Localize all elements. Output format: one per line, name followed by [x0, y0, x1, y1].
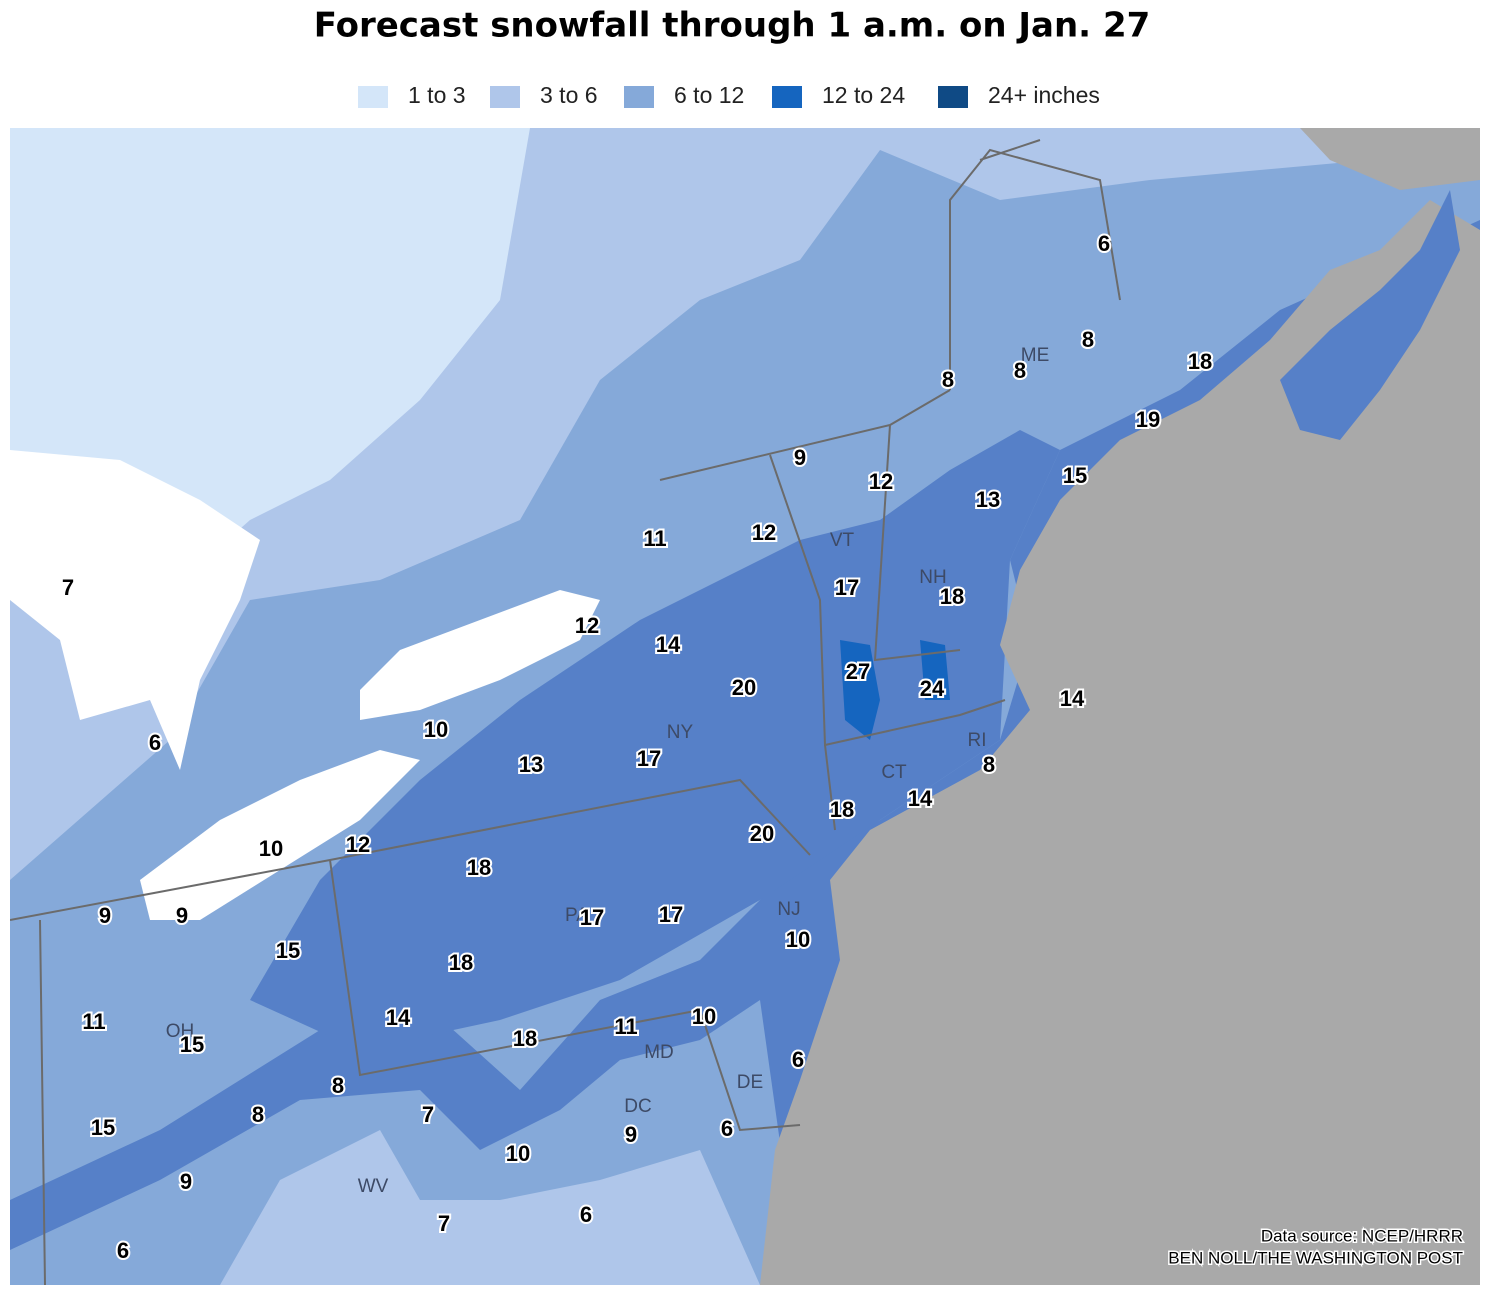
legend-label: 12 to 24	[822, 82, 905, 108]
snowfall-label: 10	[506, 1141, 530, 1166]
snowfall-label: 10	[786, 927, 810, 952]
state-label: DC	[624, 1096, 651, 1117]
state-label: VT	[830, 530, 855, 551]
snowfall-label: 20	[750, 821, 774, 846]
snowfall-label: 17	[835, 575, 859, 600]
legend-label: 6 to 12	[674, 82, 744, 108]
state-label: OH	[166, 1021, 195, 1042]
snowfall-label: 9	[625, 1122, 637, 1147]
snowfall-label: 8	[1082, 327, 1094, 352]
state-label: NY	[667, 722, 694, 743]
snowfall-label: 8	[332, 1073, 344, 1098]
snowfall-label: 15	[276, 938, 300, 963]
snowfall-label: 27	[846, 659, 870, 684]
band-24-ct	[840, 640, 950, 740]
snowfall-label: 20	[732, 675, 756, 700]
snowfall-label: 18	[513, 1026, 537, 1051]
state-labels: ME VT NH NY CT RI NJ PA OH MD DE DC WV	[166, 345, 1050, 1197]
snowfall-label: 11	[614, 1014, 637, 1039]
legend-swatch	[938, 86, 968, 108]
snowfall-label: 14	[1060, 686, 1085, 711]
legend-label: 24+ inches	[988, 82, 1100, 108]
snowfall-label: 12	[346, 832, 370, 857]
legend-swatch	[624, 86, 654, 108]
state-label: DE	[737, 1072, 763, 1093]
snowfall-label: 13	[519, 752, 543, 777]
snowfall-label: 7	[438, 1211, 450, 1236]
snowfall-label: 6	[117, 1238, 129, 1263]
snowfall-label: 11	[82, 1009, 105, 1034]
map-title: Forecast snowfall through 1 a.m. on Jan.…	[314, 6, 1151, 46]
snowfall-label: 15	[1063, 463, 1087, 488]
legend-swatch	[772, 86, 802, 108]
state-label: NH	[919, 567, 946, 588]
snowfall-label: 11	[643, 526, 666, 551]
snowfall-label: 10	[424, 717, 448, 742]
snowfall-label: 14	[908, 786, 933, 811]
snowfall-label: 9	[176, 903, 188, 928]
state-label: WV	[358, 1176, 389, 1197]
snowfall-label: 8	[252, 1102, 264, 1127]
legend-label: 3 to 6	[540, 82, 598, 108]
snowfall-label: 18	[1188, 349, 1212, 374]
snowfall-label: 6	[149, 730, 161, 755]
snowfall-label: 7	[422, 1102, 434, 1127]
snowfall-label: 17	[659, 902, 683, 927]
source-line: Data source: NCEP/HRRR	[1261, 1226, 1463, 1245]
state-label: CT	[881, 762, 907, 783]
state-label: MD	[644, 1042, 674, 1063]
snowfall-label: 18	[830, 797, 854, 822]
legend-label: 1 to 3	[408, 82, 466, 108]
snowfall-label: 17	[580, 905, 604, 930]
band-3-6-south	[220, 1130, 760, 1285]
snowfall-label: 12	[575, 613, 599, 638]
lake-erie	[140, 750, 420, 920]
lake-ontario	[360, 590, 600, 720]
state-borders	[10, 139, 1121, 1285]
snowfall-label: 8	[942, 367, 954, 392]
snowfall-label: 6	[721, 1116, 733, 1141]
snowfall-label: 12	[752, 520, 776, 545]
snowfall-label: 8	[1014, 358, 1026, 383]
snowfall-label: 15	[91, 1115, 115, 1140]
snowfall-label: 9	[99, 903, 111, 928]
snowfall-label: 13	[976, 487, 1000, 512]
snowfall-label: 14	[656, 632, 681, 657]
snowfall-label: 10	[692, 1004, 716, 1029]
snowfall-label: 6	[580, 1202, 592, 1227]
credit-line: BEN NOLL/THE WASHINGTON POST	[1168, 1248, 1463, 1267]
state-label: RI	[968, 730, 987, 751]
snowfall-label: 6	[1098, 231, 1110, 256]
snowfall-label: 9	[794, 445, 806, 470]
snowfall-label: 15	[180, 1032, 204, 1057]
snowfall-label: 17	[637, 746, 661, 771]
state-label: ME	[1021, 345, 1050, 366]
snowfall-label: 24	[920, 676, 945, 701]
lake-huron	[10, 450, 260, 770]
legend-swatch	[490, 86, 520, 108]
state-label: PA	[565, 905, 589, 926]
snowfall-label: 6	[792, 1047, 804, 1072]
snowfall-label: 8	[983, 752, 995, 777]
snowfall-label: 18	[449, 950, 473, 975]
state-label: NJ	[777, 899, 800, 920]
snowfall-label: 10	[259, 836, 283, 861]
snowfall-label: 12	[869, 469, 893, 494]
snowfall-label: 7	[62, 575, 74, 600]
nova-scotia	[1280, 190, 1460, 440]
map	[10, 128, 1480, 1285]
snowfall-label: 9	[180, 1169, 192, 1194]
snowfall-label: 18	[940, 584, 964, 609]
snowfall-label: 14	[386, 1005, 411, 1030]
legend-swatch	[358, 86, 388, 108]
snowfall-label: 19	[1136, 407, 1160, 432]
snowfall-label: 18	[467, 855, 491, 880]
legend: 1 to 3 3 to 6 6 to 12 12 to 24 24+ inches	[358, 82, 1100, 108]
band-12-24-north	[250, 430, 1060, 1050]
snowfall-labels: 6 8 8 8 18 19 15 13 12 9 11 12 17 18 7 12 14 20 27 24 14 6 10 1…	[60, 229, 1214, 1265]
